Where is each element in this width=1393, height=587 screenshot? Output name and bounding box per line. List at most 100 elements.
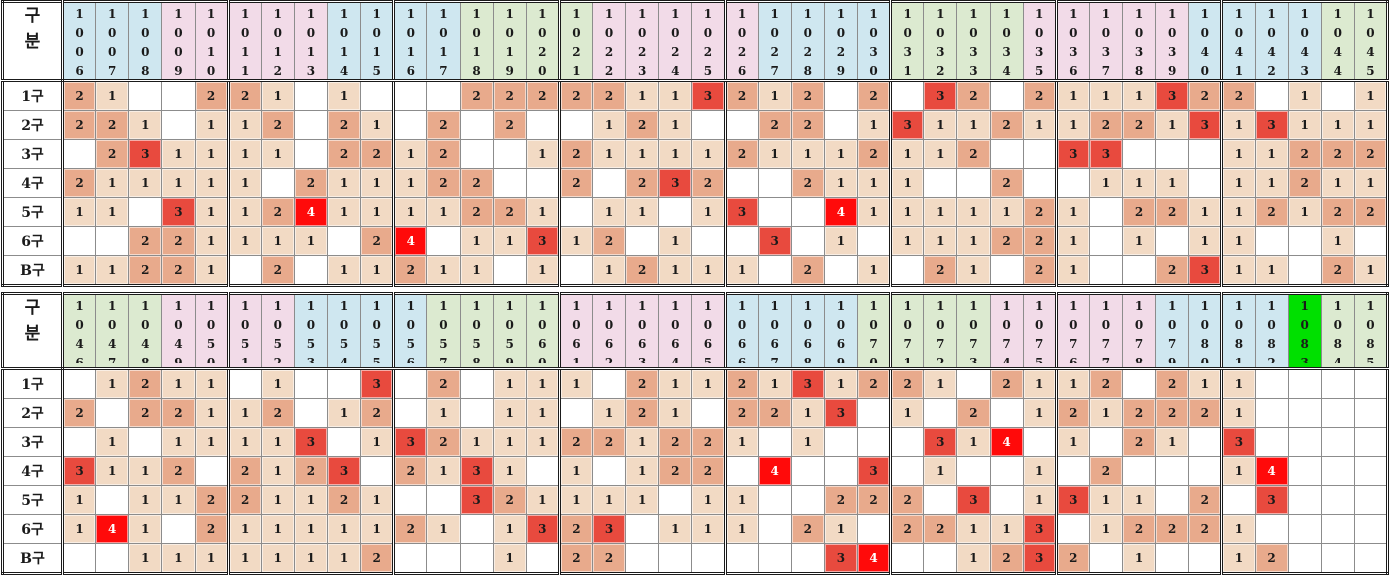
count-cell: 1: [360, 255, 395, 286]
round-header: 1007: [95, 1, 130, 82]
round-number: 1076: [1069, 299, 1078, 363]
count-cell: 1: [956, 543, 991, 574]
round-number: 1071: [903, 299, 912, 363]
count-cell: 1: [1022, 368, 1057, 399]
count-cell: 2: [60, 168, 97, 198]
count-cell: [95, 543, 130, 574]
count-cell: 1: [1088, 168, 1124, 198]
round-header: 1022: [591, 1, 627, 82]
count-cell: 3: [723, 197, 759, 227]
count-cell: [1155, 139, 1190, 169]
count-cell: 2: [856, 80, 892, 111]
count-cell: 1: [1022, 485, 1057, 515]
count-cell: [60, 226, 97, 256]
round-number: 1068: [803, 299, 812, 363]
round-number: 1075: [1035, 299, 1044, 363]
count-cell: [823, 255, 859, 286]
count-cell: [260, 168, 295, 198]
count-cell: 1: [1088, 514, 1124, 544]
count-cell: [625, 514, 660, 544]
count-cell: 2: [1121, 514, 1157, 544]
count-cell: 1: [128, 514, 163, 544]
count-cell: 1: [426, 398, 461, 428]
count-cell: 3: [459, 485, 494, 515]
count-cell: [459, 110, 494, 140]
count-cell: 2: [1320, 197, 1355, 227]
round-header-wrap: 1022: [594, 3, 625, 75]
round-header: 1063: [625, 293, 660, 370]
count-cell: 1: [226, 543, 262, 574]
count-cell: 1: [889, 197, 925, 227]
count-cell: 1: [1254, 255, 1289, 286]
count-cell: 2: [625, 255, 660, 286]
count-cell: 1: [691, 197, 726, 227]
round-number: 1028: [803, 7, 812, 75]
count-cell: 1: [226, 427, 262, 457]
round-header: 1049: [161, 293, 196, 370]
count-cell: 1: [260, 139, 295, 169]
count-cell: [757, 485, 792, 515]
count-cell: 2: [60, 398, 97, 428]
round-number: 1067: [770, 299, 779, 363]
round-number: 1038: [1134, 7, 1144, 75]
round-header: 1018: [459, 1, 494, 82]
count-cell: [1287, 226, 1322, 256]
count-cell: [525, 168, 560, 198]
count-cell: 1: [856, 110, 892, 140]
round-number: 1034: [1002, 7, 1011, 75]
count-cell: 2: [1155, 398, 1190, 428]
count-cell: 2: [1155, 255, 1190, 286]
count-cell: 1: [260, 514, 295, 544]
round-number: 1012: [273, 7, 282, 75]
round-header-wrap: 1080: [1190, 295, 1221, 363]
count-cell: 1: [1054, 110, 1090, 140]
count-cell: 2: [790, 255, 825, 286]
count-cell: 1: [60, 514, 97, 544]
round-number: 1061: [572, 299, 581, 363]
count-cell: 1: [1088, 398, 1124, 428]
count-cell: [360, 80, 395, 111]
count-cell: [658, 485, 693, 515]
count-cell: 1: [226, 139, 262, 169]
count-cell: [1121, 139, 1157, 169]
count-cell: 2: [625, 110, 660, 140]
count-cell: 1: [525, 255, 560, 286]
count-cell: 1: [194, 368, 229, 399]
count-cell: [1320, 368, 1355, 399]
count-cell: [1088, 543, 1124, 574]
count-cell: 1: [923, 226, 958, 256]
count-cell: [989, 456, 1024, 486]
count-cell: 2: [1054, 398, 1090, 428]
count-cell: 1: [1088, 485, 1124, 515]
count-cell: [392, 543, 428, 574]
count-cell: 2: [1121, 110, 1157, 140]
count-cell: 2: [360, 226, 395, 256]
count-cell: 2: [723, 80, 759, 111]
round-header-wrap: 1029: [825, 3, 856, 75]
count-cell: [823, 427, 859, 457]
count-cell: 2: [889, 485, 925, 515]
round-header: 1082: [1254, 293, 1289, 370]
count-cell: [1088, 255, 1124, 286]
count-cell: [823, 80, 859, 111]
count-cell: 1: [326, 398, 362, 428]
count-cell: 2: [723, 139, 759, 169]
count-cell: 2: [492, 197, 527, 227]
count-cell: 1: [1320, 226, 1355, 256]
count-cell: [889, 427, 925, 457]
count-cell: [1054, 456, 1090, 486]
round-header-wrap: 1033: [958, 3, 989, 75]
round-number: 1058: [472, 299, 481, 363]
count-cell: 1: [360, 485, 395, 515]
count-cell: 1: [823, 168, 859, 198]
count-cell: [1022, 168, 1057, 198]
count-cell: 1: [426, 255, 461, 286]
count-cell: 1: [790, 427, 825, 457]
count-cell: [326, 226, 362, 256]
count-cell: [360, 456, 395, 486]
count-cell: [525, 543, 560, 574]
count-cell: 2: [194, 514, 229, 544]
count-cell: 1: [790, 139, 825, 169]
count-cell: 2: [591, 427, 627, 457]
count-cell: [1121, 456, 1157, 486]
